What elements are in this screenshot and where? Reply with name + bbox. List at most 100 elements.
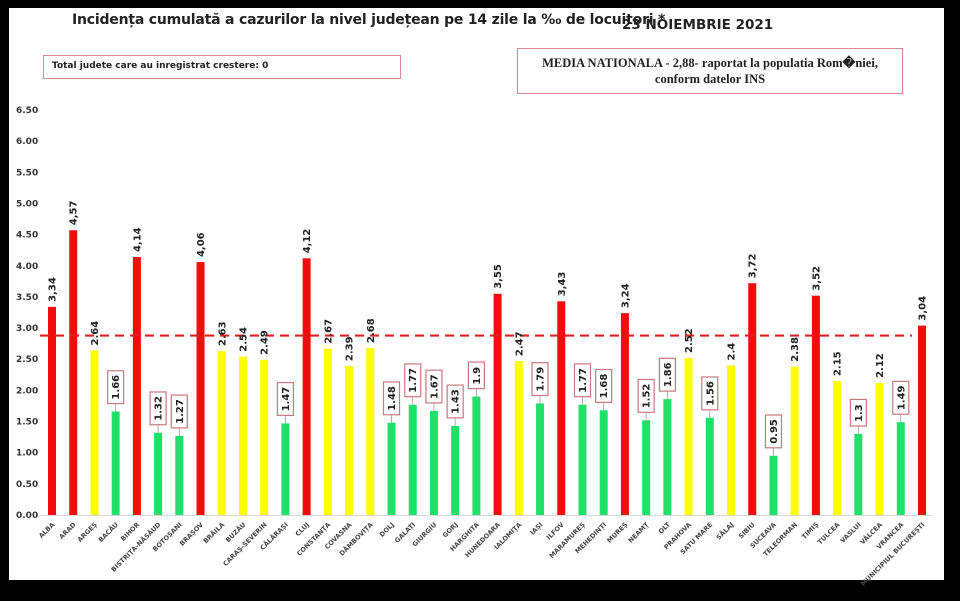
value-label-box (107, 370, 125, 405)
bar (429, 410, 438, 515)
y-tick-label: 6.50 (16, 106, 38, 116)
bar (302, 258, 311, 515)
category-label: BRĂILA (201, 520, 226, 545)
y-tick-label: 0.00 (16, 511, 38, 521)
y-tick-label: 1.50 (16, 418, 38, 428)
value-label: 1.68 (599, 374, 610, 399)
bar (663, 399, 672, 515)
value-label: 2.38 (790, 337, 801, 362)
bar (345, 366, 354, 515)
bar (536, 403, 545, 515)
value-label: 1.56 (705, 381, 716, 406)
bar (48, 306, 56, 515)
value-label-box (892, 380, 910, 415)
value-label: 1.47 (281, 387, 292, 412)
bar (196, 262, 205, 515)
bar (132, 257, 141, 515)
chart-date: 23 NOIEMBRIE 2021 (622, 17, 774, 33)
value-label-box (764, 414, 783, 449)
bar (408, 404, 417, 515)
national-average-line2: conform datelor INS (654, 72, 766, 86)
bar (238, 356, 247, 515)
bar (366, 348, 375, 515)
value-label: 2.15 (833, 351, 844, 376)
value-label: 1.79 (536, 367, 547, 392)
increase-count-annotation: Total judete care au inregistrat crester… (43, 55, 401, 79)
y-tick-label: 6.00 (16, 137, 38, 147)
bar (281, 423, 290, 515)
category-label: IAȘI (529, 521, 545, 537)
bar (260, 359, 269, 515)
bar (472, 396, 481, 515)
value-label-box (425, 369, 443, 404)
y-tick-label: 1.00 (16, 449, 38, 459)
bar (684, 357, 693, 515)
category-label: MUREȘ (605, 521, 629, 545)
bar (323, 348, 332, 515)
bar (69, 230, 78, 515)
y-tick-label: 4.00 (16, 262, 38, 272)
bar (918, 325, 926, 515)
bar (599, 410, 608, 515)
value-label: 1.49 (896, 385, 907, 410)
y-tick-label: 5.00 (16, 199, 38, 209)
value-label: 3,52 (811, 266, 822, 291)
y-tick-label: 5.50 (16, 168, 38, 178)
value-label: 4,06 (196, 232, 207, 257)
bar (557, 301, 566, 515)
bar (727, 365, 736, 515)
category-label: CLUJ (294, 521, 311, 538)
bar (90, 350, 99, 515)
value-label-box (446, 384, 464, 419)
bar (854, 434, 863, 515)
category-label: SĂLAJ (714, 520, 735, 541)
value-labels: 3,34 4,57 2.64 1.66 4,14 1.32 1.27 4,06 2.63 2.54… (48, 201, 929, 456)
category-label: GORJ (441, 521, 460, 540)
chart-title: Incidența cumulată a cazurilor la nivel … (72, 12, 666, 28)
value-label-box (149, 391, 167, 426)
bar (769, 455, 778, 515)
bar (111, 411, 120, 515)
value-label: 1.52 (642, 384, 653, 409)
value-label-box (170, 394, 188, 429)
bar (514, 361, 523, 515)
value-label: 4,12 (302, 229, 313, 254)
value-label-box (595, 368, 613, 403)
value-label: 4,57 (69, 201, 80, 226)
value-label: 2.12 (875, 353, 886, 378)
bar (620, 313, 629, 515)
y-tick-label: 2.50 (16, 355, 38, 365)
y-tick-label: 2.00 (16, 386, 38, 396)
value-label-box (701, 376, 719, 411)
bar (811, 295, 820, 515)
bar (175, 435, 184, 515)
value-label-box (531, 362, 549, 397)
bar (875, 382, 884, 515)
bar (833, 381, 842, 515)
value-label: 3,04 (918, 296, 929, 321)
value-label: 2.64 (90, 321, 101, 346)
value-label: 1.66 (111, 375, 122, 400)
value-label: 2.49 (260, 330, 271, 355)
bar (493, 293, 502, 515)
category-label: DOLJ (378, 521, 396, 539)
y-axis: 0.00 0.50 1.00 1.50 2.00 2.50 3.00 3.50 4.00 4.50… (16, 106, 932, 521)
value-label: 3,55 (493, 264, 504, 289)
value-label: 3,43 (557, 272, 568, 297)
value-label: 2.47 (514, 331, 525, 356)
category-label: BACĂU (96, 520, 120, 544)
value-label-box (467, 361, 485, 390)
value-label-box (382, 381, 401, 416)
value-label: 2.68 (366, 318, 377, 343)
value-label: 3,72 (748, 254, 759, 279)
bar (387, 422, 396, 515)
category-label: NEAMȚ (627, 520, 652, 545)
value-label: 1.48 (387, 386, 398, 411)
value-label: 1.67 (429, 374, 440, 399)
value-label: 3,24 (620, 283, 631, 308)
value-label: 1.86 (663, 362, 674, 387)
bar (642, 420, 651, 515)
value-label: 1.43 (451, 389, 462, 414)
